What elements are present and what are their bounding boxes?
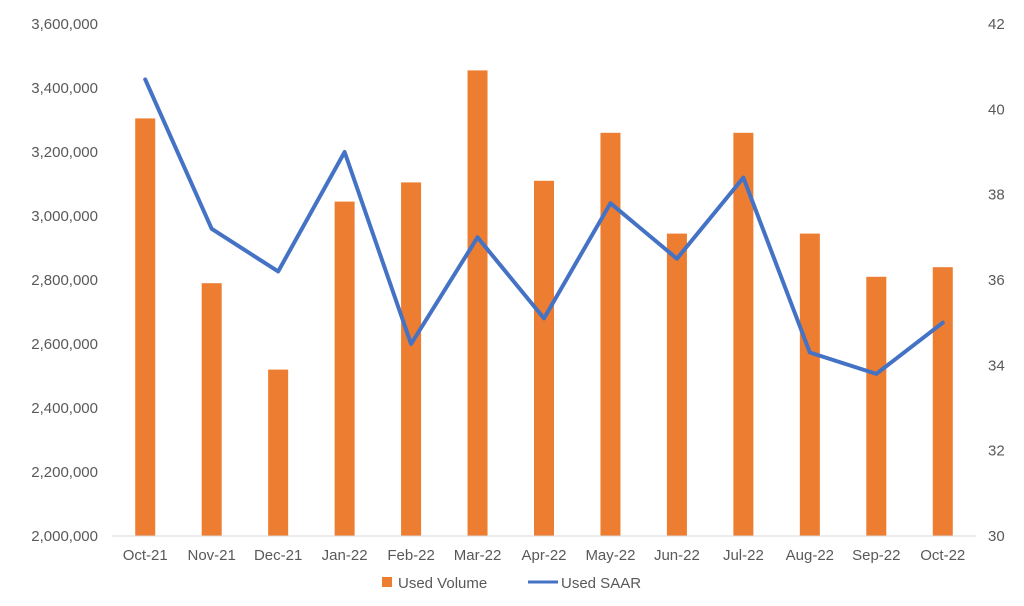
left-tick-label: 2,800,000 xyxy=(31,272,98,289)
bar-jun-22 xyxy=(666,233,687,536)
x-tick-label: Mar-22 xyxy=(454,547,502,564)
bar-dec-21 xyxy=(268,369,289,536)
saar-point-feb-22 xyxy=(410,343,412,345)
x-tick-label: Jan-22 xyxy=(322,547,368,564)
right-tick-label: 42 xyxy=(988,16,1005,33)
bar-may-22 xyxy=(600,132,621,537)
saar-point-mar-22 xyxy=(477,236,479,238)
left-tick-label: 3,600,000 xyxy=(31,16,98,33)
x-tick-label: Sep-22 xyxy=(852,547,900,564)
x-tick-label: Feb-22 xyxy=(387,547,435,564)
x-tick-label: Aug-22 xyxy=(786,547,834,564)
bars-layer xyxy=(135,70,953,537)
left-tick-label: 3,400,000 xyxy=(31,80,98,97)
left-tick-label: 2,400,000 xyxy=(31,400,98,417)
bar-aug-22 xyxy=(799,233,820,536)
legend-swatch-used-volume xyxy=(382,577,392,587)
saar-point-jan-22 xyxy=(344,151,346,153)
left-axis-ticks: 2,000,000 2,200,000 2,400,000 2,600,000 2,80… xyxy=(31,16,98,545)
bar-sep-22 xyxy=(866,276,887,536)
left-tick-label: 3,200,000 xyxy=(31,144,98,161)
saar-point-oct-22 xyxy=(942,322,944,324)
x-tick-label: Apr-22 xyxy=(521,547,566,564)
right-tick-label: 30 xyxy=(988,528,1005,545)
x-tick-label: Oct-21 xyxy=(123,547,168,564)
saar-point-jun-22 xyxy=(676,258,678,260)
bar-nov-21 xyxy=(201,283,222,536)
bar-apr-22 xyxy=(534,180,554,537)
x-tick-label: Jun-22 xyxy=(654,547,700,564)
right-tick-label: 38 xyxy=(988,187,1005,204)
bar-oct-22 xyxy=(932,267,953,536)
saar-point-nov-21 xyxy=(211,228,213,230)
legend-label-used-saar: Used SAAR xyxy=(561,575,641,592)
right-axis-ticks: 30 32 34 36 38 40 42 xyxy=(988,16,1005,545)
legend-label-used-volume: Used Volume xyxy=(398,575,487,592)
saar-point-oct-21 xyxy=(144,78,146,80)
right-tick-label: 34 xyxy=(988,357,1005,374)
left-tick-label: 2,000,000 xyxy=(31,528,98,545)
x-tick-label: Nov-21 xyxy=(188,547,236,564)
bar-oct-21 xyxy=(135,118,156,537)
bar-jan-22 xyxy=(334,201,355,536)
right-tick-label: 32 xyxy=(988,443,1005,460)
line-layer xyxy=(143,77,945,376)
x-tick-label: Oct-22 xyxy=(920,547,965,564)
saar-point-dec-21 xyxy=(277,270,279,272)
left-tick-label: 2,200,000 xyxy=(31,464,98,481)
bar-jul-22 xyxy=(733,132,754,537)
x-tick-label: Dec-21 xyxy=(254,547,302,564)
saar-point-apr-22 xyxy=(543,317,545,319)
right-tick-label: 36 xyxy=(988,272,1005,289)
saar-point-aug-22 xyxy=(809,352,811,354)
left-tick-label: 3,000,000 xyxy=(31,208,98,225)
x-axis-ticks: Oct-21 Nov-21 Dec-21 Jan-22 Feb-22 Mar-22 Apr-… xyxy=(123,547,966,564)
saar-point-sep-22 xyxy=(875,373,877,375)
saar-point-jul-22 xyxy=(742,177,744,179)
x-tick-label: Jul-22 xyxy=(723,547,764,564)
left-tick-label: 2,600,000 xyxy=(31,336,98,353)
right-tick-label: 40 xyxy=(988,101,1005,118)
x-tick-label: May-22 xyxy=(585,547,635,564)
bar-mar-22 xyxy=(467,70,488,537)
legend: Used Volume Used SAAR xyxy=(382,575,641,592)
bar-feb-22 xyxy=(401,182,422,536)
saar-point-may-22 xyxy=(609,202,611,204)
